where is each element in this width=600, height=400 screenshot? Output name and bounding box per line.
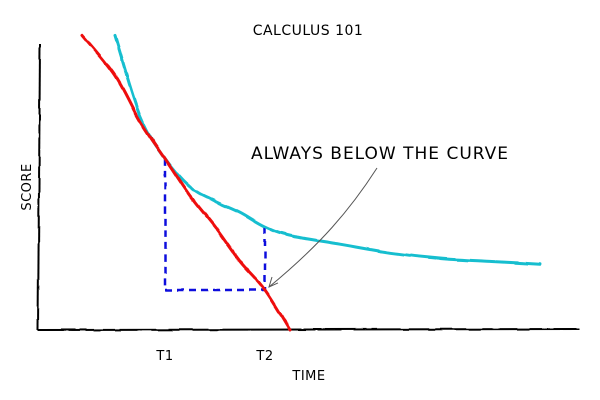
annotation-arrowhead	[268, 276, 279, 288]
y-axis-label: SCORE	[20, 163, 35, 210]
chart-title: CALCULUS 101	[253, 23, 364, 39]
plot-area	[81, 33, 542, 332]
annotation: ALWAYS BELOW THE CURVE	[251, 144, 509, 288]
x-tick-labels: T1 T2	[155, 349, 273, 364]
x-axis-label: TIME	[291, 369, 325, 384]
x-axis-line	[37, 328, 580, 331]
annotation-text: ALWAYS BELOW THE CURVE	[251, 144, 509, 164]
series-line-2	[81, 33, 292, 332]
y-axis-line	[37, 43, 41, 331]
annotation-arrow	[268, 167, 378, 288]
x-tick-label-2: T2	[255, 349, 273, 364]
slope-triangle	[163, 158, 267, 292]
axes	[37, 43, 580, 331]
x-tick-label-1: T1	[155, 349, 173, 364]
